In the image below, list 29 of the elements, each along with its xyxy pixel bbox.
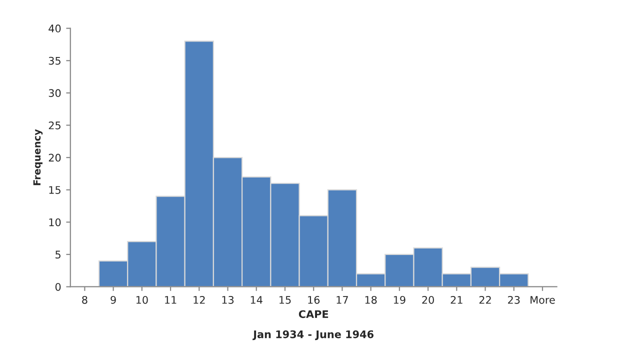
y-tick-label: 35 — [48, 56, 60, 65]
x-tick-label: 17 — [336, 296, 348, 304]
x-axis-title: CAPE — [298, 310, 328, 318]
y-tick-label: 25 — [48, 121, 60, 130]
x-tick-label: 8 — [82, 296, 88, 304]
y-axis-title: Frequency — [33, 129, 43, 186]
y-tick-label: 20 — [48, 154, 61, 162]
x-tick-label: 23 — [508, 296, 520, 304]
x-tick-label: 10 — [136, 296, 148, 304]
x-tick-label: 11 — [165, 296, 176, 304]
x-tick-label: 16 — [308, 296, 320, 304]
y-tick-label: 10 — [49, 218, 61, 226]
x-tick-label: 14 — [250, 296, 262, 304]
y-tick-label: 5 — [56, 250, 60, 259]
x-tick-label: 15 — [280, 296, 291, 304]
y-tick-label: 0 — [55, 282, 61, 291]
x-tick-label: 21 — [450, 296, 462, 304]
x-tick-label: 19 — [394, 296, 406, 304]
x-tick-label: 12 — [194, 296, 205, 304]
y-tick-label: 30 — [48, 89, 61, 98]
y-tick-label: 40 — [48, 24, 61, 32]
x-tick-label: More — [530, 296, 555, 304]
x-tick-label: 20 — [422, 296, 434, 304]
y-tick-label: 15 — [49, 186, 60, 194]
x-tick-label: 22 — [479, 296, 491, 304]
x-tick-label: 13 — [222, 296, 234, 304]
x-tick-label: 18 — [365, 296, 377, 304]
x-tick-label: 9 — [110, 296, 116, 304]
text: Jan 1934 - June 1946 — [252, 330, 374, 340]
